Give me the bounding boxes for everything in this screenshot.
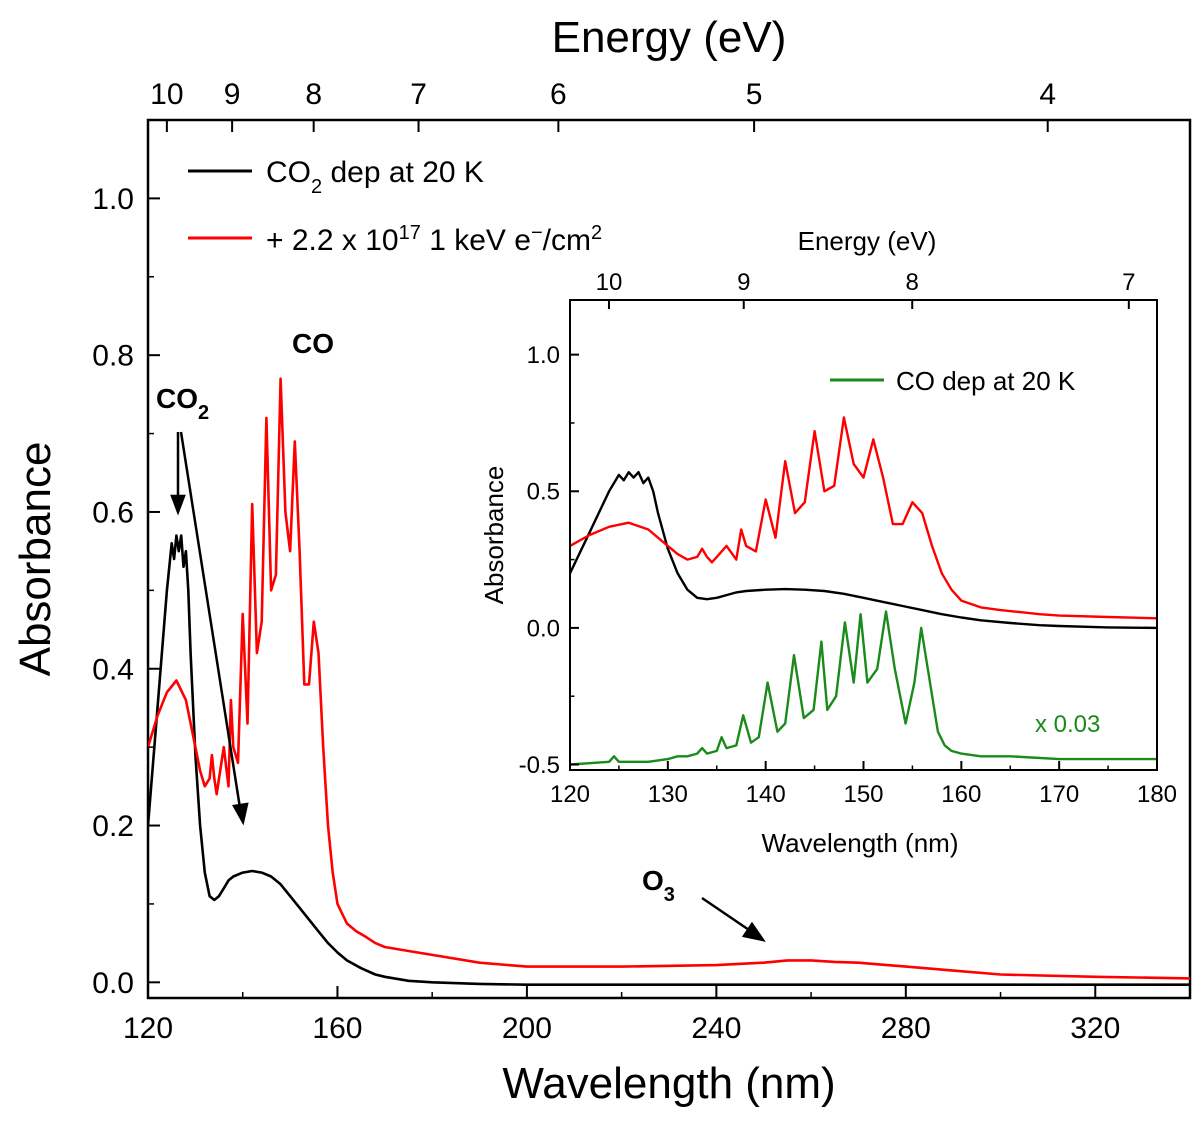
arrow-o3 [701,896,753,934]
main-plot-frame [146,118,1192,1000]
main-xtick-label: 200 [502,1012,552,1045]
inset-ytick-label: 0.0 [527,615,560,642]
inset-ytick-label: 1.0 [527,342,560,369]
annotation-co: CO [292,328,334,359]
inset-chart: 120 130 140 150 160 170 180-0.50.00.51.010 9 8 7 … [479,226,1177,858]
arrow-co2-down-head [170,494,186,516]
inset-scale-note: x 0.03 [1035,711,1100,738]
main-energy-tick-label: 10 [150,78,183,111]
legend-entry-irradiated: + 2.2 x 1017 1 keV e−/cm2 [266,222,602,257]
inset-series-0 [570,471,1157,630]
main-energy-tick-label: 4 [1039,78,1056,111]
main-ytick-label: 0.2 [92,810,134,843]
inset-series-lines [570,416,1157,766]
main-xtick-label: 160 [312,1012,362,1045]
legend-entry-co2: CO2 dep at 20 K [266,156,484,198]
main-axis-ticks: 120 160 200 240 280 320 0.0 0.2 0.4 0.6 0.8 1.0 10 9 8… [92,78,1120,1045]
main-xlabel: Wavelength (nm) [502,1059,835,1108]
inset-axis-ticks: 120 130 140 150 160 170 180 -0.5 0.0 0.5 1.0 10 9 8 7 [519,269,1177,808]
main-series-1 [148,377,1190,980]
inset-energy-tick-label: 9 [737,269,750,296]
inset-ytick-label: 0.5 [527,479,560,506]
main-xtick-label: 320 [1070,1012,1120,1045]
main-series-0 [148,534,1190,987]
inset-xtick-label: 130 [648,781,688,808]
main-ylabel: Absorbance [11,442,60,677]
inset-xtick-label: 120 [550,781,590,808]
main-energy-tick-label: 7 [410,78,427,111]
inset-xlabel: Wavelength (nm) [762,828,959,858]
main-energy-tick-label: 8 [305,78,322,111]
main-legend: CO2 dep at 20 K + 2.2 x 1017 1 keV e−/cm… [188,156,602,257]
inset-ylabel: Absorbance [479,466,509,605]
main-ytick-label: 0.6 [92,496,134,529]
inset-legend-entry-co: CO dep at 20 K [896,366,1076,396]
inset-series-1 [570,416,1157,620]
inset-ytick-label: -0.5 [519,752,560,779]
annotation-co2: CO2 [156,383,209,424]
arrow-co2-diagonal-head [232,802,249,826]
main-ytick-label: 1.0 [92,183,134,216]
main-ytick-label: 0.4 [92,653,134,686]
main-xtick-label: 240 [691,1012,741,1045]
inset-xtick-label: 140 [746,781,786,808]
annotation-arrows [170,431,766,942]
inset-xtick-label: 160 [941,781,981,808]
inset-energy-tick-label: 7 [1122,269,1135,296]
inset-energy-tick-label: 8 [906,269,919,296]
inset-xtick-label: 150 [843,781,883,808]
main-ytick-label: 0.0 [92,967,134,1000]
main-energy-tick-label: 9 [224,78,241,111]
arrow-o3-head [741,921,766,942]
main-energy-tick-label: 6 [550,78,567,111]
main-energy-tick-label: 5 [746,78,763,111]
annotation-o3: O3 [642,865,675,906]
main-top-axis-label: Energy (eV) [552,13,787,62]
main-xtick-label: 120 [123,1012,173,1045]
main-chart: 120 160 200 240 280 320 0.0 0.2 0.4 0.6 0.8 1.0 10 9 8… [11,13,1192,1108]
inset-energy-tick-label: 10 [596,269,623,296]
main-ytick-label: 0.8 [92,340,134,373]
arrow-co2-diagonal [179,431,242,809]
inset-xtick-label: 180 [1137,781,1177,808]
inset-top-axis-label: Energy (eV) [798,226,937,256]
main-xtick-label: 280 [881,1012,931,1045]
inset-series-2 [570,610,1157,766]
main-series-lines [148,377,1190,987]
inset-bg [570,300,1157,770]
inset-xtick-label: 170 [1039,781,1079,808]
